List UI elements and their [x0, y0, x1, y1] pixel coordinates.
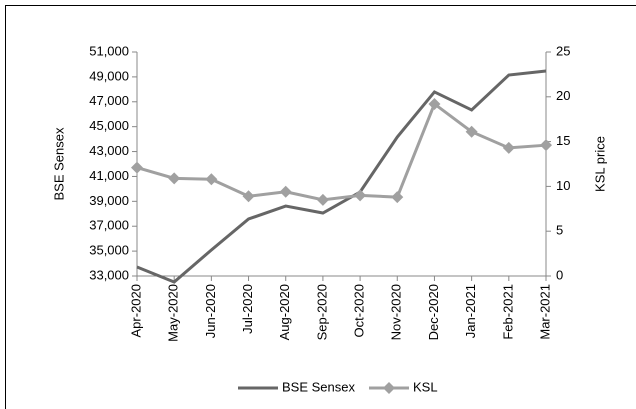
- series-marker: [428, 97, 441, 110]
- x-tick-label: May-2020: [166, 284, 181, 342]
- series-marker: [354, 189, 367, 202]
- y2-tick-label: 15: [556, 133, 570, 148]
- x-tick-label: Oct-2020: [352, 284, 367, 337]
- x-tick-label: Nov-2020: [389, 284, 404, 340]
- series-marker: [316, 193, 329, 206]
- y-tick-label: 49,000: [89, 68, 129, 83]
- y2-axis-label: KSL price: [592, 136, 607, 192]
- x-tick-label: Jun-2020: [203, 284, 218, 338]
- y-tick-label: 45,000: [89, 118, 129, 133]
- x-tick-label: Dec-2020: [426, 284, 441, 340]
- y-tick-label: 41,000: [89, 168, 129, 183]
- y2-tick-label: 10: [556, 178, 570, 193]
- chart-border: [5, 5, 636, 409]
- y2-tick-label: 20: [556, 88, 570, 103]
- series-marker: [502, 141, 515, 154]
- series-line: [136, 69, 547, 284]
- series-marker: [168, 172, 181, 185]
- series-marker: [391, 191, 404, 204]
- legend-label: KSL: [413, 379, 438, 394]
- y-tick-label: 47,000: [89, 93, 129, 108]
- x-tick-label: Jan-2021: [463, 284, 478, 338]
- x-tick-label: Apr-2020: [128, 284, 143, 337]
- y-tick-label: 33,000: [89, 267, 129, 282]
- y-axis-label: BSE Sensex: [51, 127, 66, 200]
- x-tick-label: Sep-2020: [314, 284, 329, 340]
- y2-tick-label: 0: [556, 267, 563, 282]
- y2-tick-label: 25: [556, 43, 570, 58]
- x-tick-label: Mar-2021: [537, 284, 552, 340]
- y-tick-label: 35,000: [89, 243, 129, 258]
- series-marker: [131, 161, 143, 174]
- x-tick-label: Aug-2020: [277, 284, 292, 340]
- legend-label: BSE Sensex: [282, 379, 355, 394]
- x-tick-label: Feb-2021: [500, 284, 515, 340]
- series-marker: [465, 125, 478, 138]
- series-marker: [279, 185, 292, 198]
- legend-marker: [383, 382, 395, 394]
- y-tick-label: 37,000: [89, 218, 129, 233]
- series-marker: [540, 139, 552, 152]
- series-marker: [242, 190, 255, 203]
- series-marker: [205, 173, 218, 186]
- series-line: [136, 101, 547, 202]
- y2-tick-label: 5: [556, 223, 563, 238]
- y-tick-label: 43,000: [89, 143, 129, 158]
- y-tick-label: 51,000: [89, 43, 129, 58]
- y-tick-label: 39,000: [89, 193, 129, 208]
- x-tick-label: Jul-2020: [240, 284, 255, 334]
